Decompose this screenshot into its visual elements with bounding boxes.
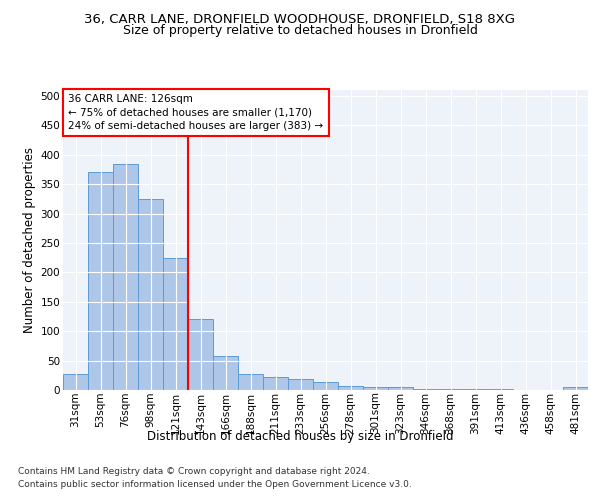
Bar [263,377,288,390]
Bar [488,389,513,390]
Bar [88,172,113,390]
Bar [63,374,88,390]
Bar [338,386,363,390]
Text: Contains HM Land Registry data © Crown copyright and database right 2024.: Contains HM Land Registry data © Crown c… [18,468,370,476]
Bar [163,258,188,390]
Bar [463,389,488,390]
Text: Distribution of detached houses by size in Dronfield: Distribution of detached houses by size … [147,430,453,443]
Text: 36, CARR LANE, DRONFIELD WOODHOUSE, DRONFIELD, S18 8XG: 36, CARR LANE, DRONFIELD WOODHOUSE, DRON… [85,12,515,26]
Bar [438,389,463,390]
Text: Contains public sector information licensed under the Open Government Licence v3: Contains public sector information licen… [18,480,412,489]
Bar [563,387,588,390]
Bar [113,164,138,390]
Bar [238,374,263,390]
Bar [213,356,238,390]
Y-axis label: Number of detached properties: Number of detached properties [23,147,37,333]
Bar [288,380,313,390]
Bar [313,382,338,390]
Text: 36 CARR LANE: 126sqm
← 75% of detached houses are smaller (1,170)
24% of semi-de: 36 CARR LANE: 126sqm ← 75% of detached h… [68,94,323,131]
Bar [413,389,438,390]
Bar [138,199,163,390]
Bar [388,387,413,390]
Bar [188,320,213,390]
Text: Size of property relative to detached houses in Dronfield: Size of property relative to detached ho… [122,24,478,37]
Bar [363,387,388,390]
